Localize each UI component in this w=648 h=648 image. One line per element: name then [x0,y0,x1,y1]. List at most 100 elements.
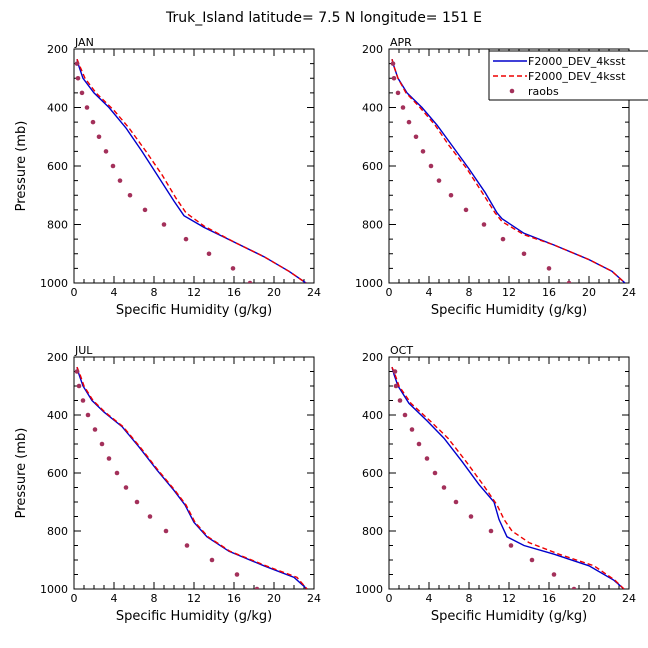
y-tick-label: 600 [47,467,68,480]
raobs-point [392,369,398,374]
x-tick-label: 16 [542,286,556,299]
raobs-point [441,485,447,490]
raobs-point [551,572,557,577]
chart-panel-apr: 0 4 8 12 16 20 24 200 400 600 800 1000 APR Specific H… [355,36,636,318]
raobs-point [96,134,102,140]
x-tick-label: 12 [502,286,516,299]
y-tick-label: 200 [362,351,383,364]
x-tick-label: 0 [386,592,393,605]
x-tick-label: 20 [582,286,596,299]
raobs-point [566,280,572,283]
y-tick-label: 1000 [355,277,383,290]
plot-frame [73,48,315,284]
raobs-point [406,119,412,125]
legend-label: F2000_DEV_4ksst [528,55,626,68]
raobs-point [147,514,153,519]
series-line-solid [391,366,625,589]
raobs-point [409,427,415,432]
raobs-point [402,412,408,418]
raobs-point [106,456,112,461]
y-axis-label: Pressure (mb) [14,428,29,519]
raobs-point [117,178,123,183]
raobs-point [391,75,397,81]
x-tick-label: 0 [386,286,393,299]
plot-frame [388,356,630,590]
raobs-point [395,90,401,96]
raobs-point [448,192,454,198]
series-line-dashed [391,59,626,283]
panel-label: APR [390,36,412,49]
legend-label: F2000_DEV_4ksst [528,70,626,83]
y-tick-label: 600 [362,467,383,480]
x-tick-label: 16 [227,286,241,299]
y-tick-label: 1000 [40,583,68,596]
raobs-point [79,90,85,96]
x-axis-label: Specific Humidity (g/kg) [431,303,587,318]
y-tick-label: 600 [362,160,383,173]
series-group [74,366,308,589]
x-tick-label: 24 [307,286,321,299]
raobs-point [134,499,140,505]
y-tick-label: 200 [47,351,68,364]
raobs-point [103,149,109,154]
raobs-point [161,222,167,227]
y-tick-label: 200 [47,43,68,56]
raobs-point [80,398,86,403]
y-tick-label: 200 [362,43,383,56]
raobs-point [254,586,260,589]
series-line-dashed [76,58,307,283]
raobs-point [546,266,552,271]
series-group [74,58,307,283]
legend-label: raobs [528,85,559,98]
raobs-point [390,61,396,66]
x-tick-label: 16 [542,592,556,605]
raobs-point [397,398,403,403]
raobs-point [85,412,91,418]
legend-background [489,51,648,100]
y-tick-label: 800 [362,525,383,538]
x-tick-label: 16 [227,592,241,605]
x-tick-label: 8 [151,592,158,605]
series-line-dashed [391,366,625,589]
raobs-point [234,572,240,577]
y-tick-label: 1000 [355,583,383,596]
raobs-point [84,105,90,110]
panel-label: JAN [74,36,94,49]
raobs-point [123,485,129,490]
x-tick-label: 8 [466,286,473,299]
x-tick-label: 12 [502,592,516,605]
raobs-point [74,369,80,374]
raobs-point [163,528,169,534]
raobs-point [209,557,215,563]
raobs-point [481,222,487,227]
raobs-point [206,251,212,257]
y-tick-label: 600 [47,160,68,173]
x-tick-label: 20 [267,286,281,299]
raobs-point [142,207,148,213]
raobs-point [508,543,514,548]
raobs-point [571,586,577,589]
x-tick-label: 12 [187,286,201,299]
raobs-point [75,75,81,81]
x-tick-label: 4 [426,592,433,605]
raobs-point [488,528,494,534]
chart-panel-jul: 0 4 8 12 16 20 24 200 400 600 800 1000 JUL Specific H… [14,344,321,624]
x-tick-label: 4 [111,592,118,605]
raobs-point [416,441,422,447]
series-line-dashed [76,366,308,589]
raobs-point [500,236,506,242]
raobs-point [468,514,474,519]
raobs-point [230,266,236,271]
raobs-point [247,280,253,283]
raobs-point [413,134,419,140]
x-tick-label: 20 [267,592,281,605]
x-tick-label: 4 [111,286,118,299]
raobs-point [393,383,399,389]
raobs-point [529,557,535,563]
raobs-point [110,163,116,169]
raobs-point [114,470,120,476]
y-tick-label: 400 [47,102,68,115]
y-tick-label: 400 [47,409,68,422]
raobs-point [436,178,442,183]
